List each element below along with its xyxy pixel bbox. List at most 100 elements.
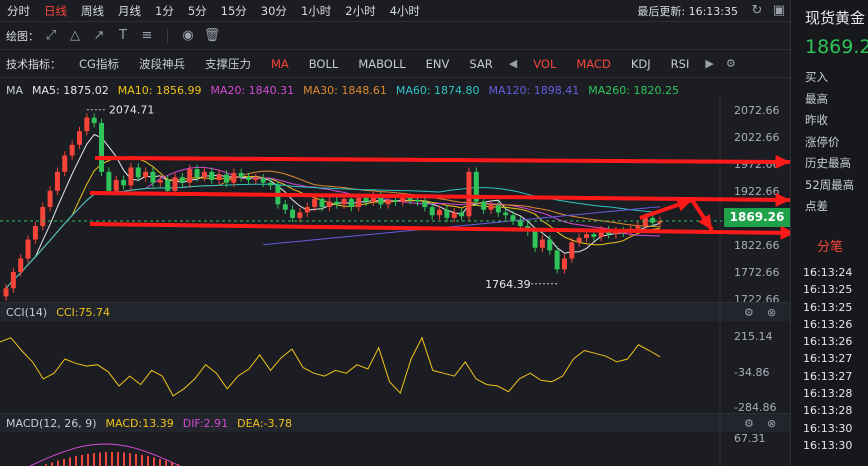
close-icon[interactable]: ▣ bbox=[772, 3, 786, 18]
period-tab[interactable]: 1小时 bbox=[300, 3, 332, 18]
period-toolbar: 分时 日线 周线 月线 1分 5分 15分 30分 1小时 2小时 4小时 最后更新: 16:13:3… bbox=[0, 0, 790, 22]
candle-body bbox=[547, 239, 553, 251]
prev-arrow-icon[interactable]: ◀ bbox=[508, 57, 518, 70]
indicator-tab[interactable]: KDJ bbox=[630, 56, 651, 71]
refresh-icon[interactable]: ↻ bbox=[751, 3, 763, 18]
candle-body bbox=[223, 174, 229, 183]
legend-item: CCI(14) bbox=[6, 306, 48, 319]
cci-line bbox=[0, 336, 661, 397]
candle-body bbox=[429, 207, 435, 216]
fibonacci-icon[interactable]: ≡ bbox=[141, 28, 153, 43]
quote-label: 52周最高 bbox=[805, 177, 855, 192]
triangle-icon[interactable]: △ bbox=[70, 28, 80, 43]
tick-time: 16:13:28 bbox=[803, 404, 853, 418]
cci-axis: 215.14 -34.86 -284.86 bbox=[722, 322, 790, 414]
cci-legend: CCI(14) CCI:75.74 bbox=[6, 306, 119, 319]
legend-item: CCI:75.74 bbox=[56, 306, 110, 319]
indicator-label: 技术指标： bbox=[6, 57, 61, 71]
indicator-tab[interactable]: MABOLL bbox=[358, 56, 406, 71]
cci-pane-header bbox=[0, 303, 790, 321]
candle-body bbox=[201, 171, 207, 178]
cci-settings-icon[interactable]: ⚙ bbox=[744, 306, 754, 319]
period-tab[interactable]: 5分 bbox=[187, 3, 207, 18]
line-segment-icon[interactable]: ⤢ bbox=[45, 28, 57, 43]
indicator-tab[interactable]: RSI bbox=[670, 56, 690, 71]
quote-label: 昨收 bbox=[805, 113, 828, 127]
candle-body bbox=[253, 178, 259, 180]
indicator-tab[interactable]: SAR bbox=[469, 56, 493, 71]
indicator-tab[interactable]: VOL bbox=[533, 56, 557, 71]
period-tab[interactable]: 4小时 bbox=[389, 3, 420, 18]
candle-body bbox=[348, 198, 354, 208]
candle-body bbox=[422, 201, 428, 208]
current-price-tag: 1869.26 bbox=[724, 208, 790, 227]
period-tab[interactable]: 2小时 bbox=[345, 3, 376, 18]
legend-item: MACD(12, 26, 9) bbox=[6, 417, 97, 430]
legend-item: DIF:2.91 bbox=[182, 417, 229, 430]
candle-body bbox=[84, 117, 90, 132]
candle-body bbox=[569, 242, 575, 259]
middle-arrow-head bbox=[775, 192, 790, 207]
candle-body bbox=[113, 179, 119, 191]
tick-time-list: 16:13:24 16:13:25 16:13:25 16:13:26 16:13:26… bbox=[803, 264, 852, 454]
period-tab[interactable]: 15分 bbox=[220, 3, 247, 18]
candle-body bbox=[539, 239, 545, 248]
cci-close-icon[interactable]: ⊗ bbox=[767, 306, 777, 319]
candle-body bbox=[481, 201, 487, 210]
period-tab[interactable]: 日线 bbox=[44, 3, 67, 18]
macd-close-icon[interactable]: ⊗ bbox=[767, 417, 777, 430]
period-tab[interactable]: 1分 bbox=[155, 3, 174, 18]
indicator-tab[interactable]: MACD bbox=[576, 56, 611, 71]
settings-icon[interactable]: ⚙ bbox=[725, 57, 736, 70]
candle-body bbox=[473, 171, 479, 202]
trash-icon[interactable]: 🗑 bbox=[203, 28, 221, 43]
next-arrow-icon[interactable]: ▶ bbox=[705, 57, 714, 70]
candle-body bbox=[282, 204, 288, 210]
candle-body bbox=[503, 212, 509, 216]
indicator-tab[interactable]: 支撑压力 bbox=[204, 56, 251, 71]
period-tab[interactable]: 周线 bbox=[81, 3, 104, 18]
candle-body bbox=[179, 177, 185, 183]
candle-body bbox=[40, 207, 46, 226]
candle-body bbox=[238, 172, 244, 178]
indicator-tab[interactable]: CG指标 bbox=[79, 56, 119, 71]
legend-item: MA260: 1820.25 bbox=[588, 84, 679, 97]
quote-label: 买入 bbox=[805, 70, 828, 84]
candle-body bbox=[62, 155, 68, 172]
candle-body bbox=[517, 220, 523, 226]
candle-body bbox=[54, 171, 60, 191]
macd-settings-icon[interactable]: ⚙ bbox=[744, 417, 754, 430]
candle-body bbox=[231, 172, 237, 183]
legend-item: MA20: 1840.31 bbox=[210, 84, 295, 97]
indicator-tab[interactable]: ENV bbox=[425, 56, 450, 71]
candle-body bbox=[584, 234, 590, 238]
candle-body bbox=[459, 212, 465, 217]
chart-canvas: 2074.71 1764.39 bbox=[0, 96, 796, 466]
arrow-line-icon[interactable]: ↗ bbox=[93, 28, 105, 43]
candle-body bbox=[356, 197, 362, 208]
period-tab[interactable]: 分时 bbox=[7, 3, 30, 18]
candle-body bbox=[32, 226, 38, 240]
pane-divider bbox=[0, 302, 790, 303]
legend-item: MA5: 1875.02 bbox=[32, 84, 109, 97]
indicator-tab[interactable]: BOLL bbox=[308, 56, 339, 71]
tick-time: 16:13:27 bbox=[803, 369, 853, 383]
candle-body bbox=[642, 217, 648, 226]
period-tab[interactable]: 30分 bbox=[260, 3, 287, 18]
eye-icon[interactable]: ◉ bbox=[182, 28, 194, 43]
candle-body bbox=[10, 272, 16, 289]
candle-body bbox=[319, 198, 325, 208]
indicator-tab[interactable]: MA bbox=[270, 56, 289, 71]
macd-legend: MACD(12, 26, 9) MACD:13.39 DIF:2.91 DEA:-3.… bbox=[6, 417, 301, 430]
text-tool-icon[interactable]: T bbox=[119, 28, 127, 43]
period-tab[interactable]: 月线 bbox=[118, 3, 141, 18]
legend-item: MACD:13.39 bbox=[105, 417, 174, 430]
candle-body bbox=[378, 196, 384, 205]
indicator-tab[interactable]: 波段神兵 bbox=[138, 56, 185, 71]
candle-body bbox=[554, 250, 560, 270]
candle-body bbox=[121, 179, 127, 186]
macd-pane-header bbox=[0, 414, 790, 432]
price-tick: 2072.66 bbox=[734, 103, 780, 117]
candle-body bbox=[334, 201, 340, 205]
candle-body bbox=[25, 239, 31, 259]
